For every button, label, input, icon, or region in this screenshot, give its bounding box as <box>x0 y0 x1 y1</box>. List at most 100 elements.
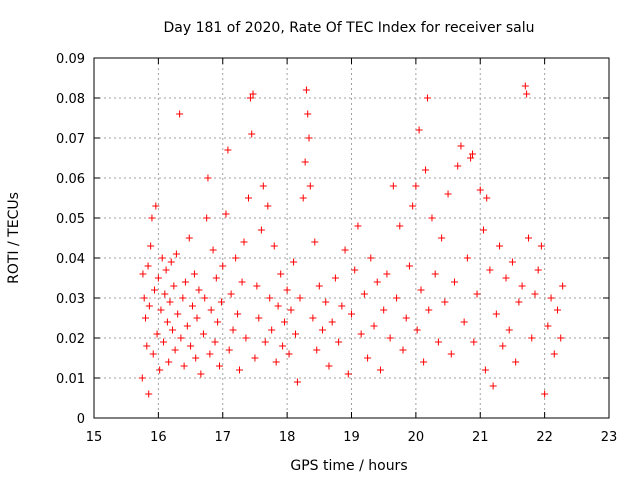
data-point <box>281 318 289 326</box>
data-point <box>380 306 388 314</box>
data-point <box>469 150 477 158</box>
data-point <box>483 194 491 202</box>
data-point <box>166 298 174 306</box>
data-point <box>290 258 298 266</box>
data-point <box>264 202 272 210</box>
data-point <box>144 262 152 270</box>
data-point <box>154 274 162 282</box>
data-point <box>246 94 254 102</box>
x-tick-label: 18 <box>279 430 296 445</box>
data-point <box>420 358 428 366</box>
data-point <box>188 302 196 310</box>
data-point <box>496 242 504 250</box>
data-point <box>447 350 455 358</box>
data-point <box>367 254 375 262</box>
data-point <box>354 222 362 230</box>
data-points-layer <box>138 82 567 398</box>
data-point <box>187 342 195 350</box>
data-point <box>143 342 151 350</box>
data-point <box>302 86 310 94</box>
data-point <box>405 262 413 270</box>
data-point <box>476 186 484 194</box>
data-point <box>293 378 301 386</box>
data-point <box>422 166 430 174</box>
data-point <box>383 270 391 278</box>
data-point <box>157 306 165 314</box>
data-point <box>145 302 153 310</box>
data-point <box>291 330 299 338</box>
data-point <box>156 366 164 374</box>
data-point <box>409 202 417 210</box>
data-point <box>232 254 240 262</box>
data-point <box>183 322 191 330</box>
data-point <box>161 290 169 298</box>
y-tick-label: 0.06 <box>56 172 85 187</box>
data-point <box>554 306 561 314</box>
data-point <box>171 346 179 354</box>
data-point <box>193 314 201 322</box>
data-point <box>204 174 212 182</box>
data-point <box>518 282 526 290</box>
data-point <box>296 294 304 302</box>
data-point <box>550 350 558 358</box>
data-point <box>544 322 552 330</box>
data-point <box>328 318 336 326</box>
x-axis-label: GPS time / hours <box>290 458 407 474</box>
data-point <box>214 318 222 326</box>
data-point <box>285 350 293 358</box>
data-point <box>412 182 420 190</box>
x-tick-label: 19 <box>343 430 360 445</box>
data-point <box>505 326 513 334</box>
data-point <box>197 370 205 378</box>
data-point <box>138 374 146 382</box>
data-point <box>165 358 173 366</box>
data-point <box>139 270 147 278</box>
x-tick-label: 22 <box>536 430 553 445</box>
data-point <box>428 214 436 222</box>
data-point <box>209 246 217 254</box>
data-point <box>434 338 442 346</box>
data-point <box>486 266 494 274</box>
data-point <box>203 214 211 222</box>
y-tick-label: 0.09 <box>56 52 85 67</box>
data-point <box>444 190 452 198</box>
data-point <box>351 266 359 274</box>
ticks-layer: 15 16 17 18 19 20 21 22 23 0 0.01 0.02 0.03 0.04 0.05 0… <box>56 52 617 445</box>
data-point <box>537 242 545 250</box>
data-point <box>325 362 333 370</box>
data-point <box>402 314 410 322</box>
data-point <box>217 298 225 306</box>
data-point <box>376 366 384 374</box>
y-tick-label: 0.07 <box>56 132 85 147</box>
y-tick-label: 0.05 <box>56 212 85 227</box>
data-point <box>481 366 489 374</box>
data-point <box>348 310 355 318</box>
data-point <box>207 306 215 314</box>
data-point <box>158 254 166 262</box>
data-point <box>147 242 155 250</box>
data-point <box>257 226 265 234</box>
data-point <box>163 318 171 326</box>
data-point <box>528 334 536 342</box>
data-point <box>181 278 189 286</box>
data-point <box>523 90 531 98</box>
data-point <box>508 258 516 266</box>
data-point <box>413 326 421 334</box>
data-point <box>463 254 471 262</box>
data-point <box>470 338 478 346</box>
data-point <box>142 314 149 322</box>
data-point <box>492 310 500 318</box>
data-point <box>149 350 157 358</box>
data-point <box>502 274 510 282</box>
data-point <box>212 274 220 282</box>
data-point <box>261 338 269 346</box>
data-point <box>441 298 449 306</box>
data-point <box>162 266 170 274</box>
data-point <box>283 286 291 294</box>
data-point <box>415 126 423 134</box>
data-point <box>331 274 339 282</box>
data-point <box>192 354 200 362</box>
data-point <box>179 294 187 302</box>
data-point <box>515 298 523 306</box>
x-tick-label: 21 <box>472 430 489 445</box>
